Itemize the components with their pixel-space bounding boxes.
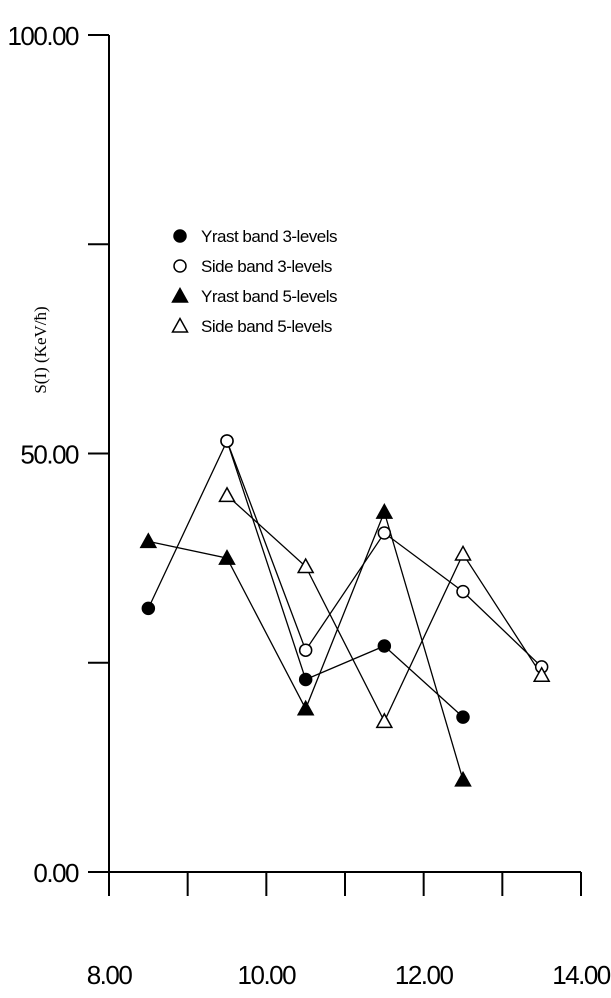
x-tick-label: 12.00 <box>395 960 454 990</box>
x-tick-label: 10.00 <box>238 960 297 990</box>
data-point <box>377 639 392 653</box>
legend-item: Side band 5-levels <box>171 316 332 336</box>
data-point <box>454 770 472 787</box>
x-ticks: 8.00 10.00 12.00 14.00 <box>87 872 611 990</box>
data-point <box>218 486 236 503</box>
legend-marker <box>171 286 189 303</box>
data-point <box>456 584 470 599</box>
data-point <box>296 699 315 716</box>
legend-label: Side band 5-levels <box>201 317 332 336</box>
y-tick-label: 100.00 <box>7 21 79 51</box>
legend-marker <box>171 316 189 333</box>
data-point <box>298 643 313 657</box>
series-lines <box>147 439 543 781</box>
data-point <box>218 549 236 565</box>
legend-label: Yrast band 3-levels <box>201 227 337 246</box>
series-layer <box>139 434 551 787</box>
series-points-4 <box>218 486 551 729</box>
y-ticks: 0.00 50.00 100.00 <box>7 21 109 888</box>
data-point <box>298 672 313 687</box>
legend-label: Yrast band 5-levels <box>201 287 337 306</box>
y-tick-label: 0.00 <box>33 858 79 888</box>
data-point <box>141 601 156 616</box>
legend-item: Yrast band 5-levels <box>171 286 338 306</box>
x-tick-label: 8.00 <box>87 960 133 990</box>
series-points-1 <box>141 434 470 724</box>
legend-item: Yrast band 3-levels <box>173 227 338 246</box>
y-axis-title: S(I) (KeV/ħ) <box>31 306 50 393</box>
x-tick-label: 14.00 <box>552 960 611 990</box>
y-axis: 0.00 50.00 100.00 <box>7 21 110 888</box>
series-points-3 <box>139 503 472 787</box>
series-line-2 <box>226 440 543 668</box>
data-point <box>532 666 551 683</box>
data-point <box>377 526 392 540</box>
data-point <box>454 544 472 561</box>
legend: Yrast band 3-levels Side band 3-levels Yra… <box>171 227 338 336</box>
series-markers <box>139 434 551 787</box>
data-point <box>375 712 394 729</box>
legend-item: Side band 3-levels <box>173 257 332 276</box>
y-tick-label: 50.00 <box>20 440 79 470</box>
legend-marker <box>173 259 187 273</box>
data-point <box>220 434 234 448</box>
data-point <box>375 503 394 519</box>
data-point <box>139 532 158 549</box>
data-point <box>456 710 470 724</box>
x-axis: 8.00 10.00 12.00 14.00 <box>87 871 611 990</box>
data-point <box>296 557 315 574</box>
legend-label: Side band 3-levels <box>201 257 332 276</box>
legend-marker <box>173 229 187 243</box>
